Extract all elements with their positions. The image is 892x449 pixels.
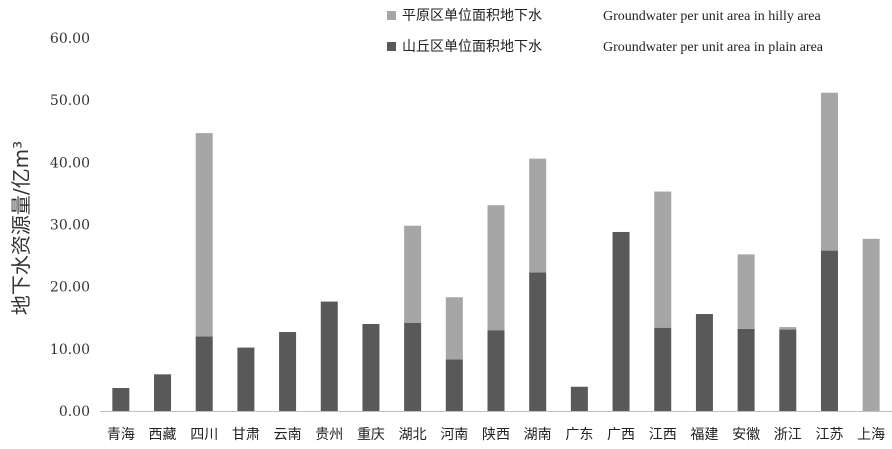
bar-plain-1 xyxy=(154,374,172,411)
bar-plain-15 xyxy=(737,328,755,411)
x-tick-label: 甘肃 xyxy=(232,427,260,443)
y-tick-label: 0.00 xyxy=(59,404,90,420)
bar-plain-17 xyxy=(820,250,838,411)
bar-plain-12 xyxy=(612,231,630,411)
legend-label-plain-en: Groundwater per unit area in plain area xyxy=(603,40,824,55)
legend-label-hilly-en: Groundwater per unit area in hilly area xyxy=(603,9,821,24)
legend-label-hilly-cn: 平原区单位面积地下水 xyxy=(402,8,542,24)
x-tick-label: 贵州 xyxy=(315,427,343,443)
x-tick-label: 安徽 xyxy=(732,427,760,443)
bar-plain-13 xyxy=(654,327,672,411)
x-tick-label: 四川 xyxy=(190,427,218,443)
x-tick-label: 广西 xyxy=(607,427,635,443)
y-tick-label: 40.00 xyxy=(50,155,90,171)
x-tick-label: 江苏 xyxy=(815,427,843,443)
y-tick-label: 50.00 xyxy=(50,93,90,109)
x-tick-label: 河南 xyxy=(440,427,468,443)
y-tick-label: 10.00 xyxy=(50,342,90,358)
bar-plain-7 xyxy=(404,322,422,411)
bar-plain-11 xyxy=(570,386,588,411)
x-tick-label: 福建 xyxy=(690,427,718,443)
bar-hilly-15 xyxy=(737,254,755,329)
legend-swatch-plain xyxy=(387,42,396,51)
bar-hilly-18 xyxy=(862,238,880,411)
bar-plain-4 xyxy=(279,332,297,411)
bar-plain-5 xyxy=(320,301,338,411)
x-tick-label: 浙江 xyxy=(774,427,802,443)
bars xyxy=(112,92,880,411)
y-axis-ticks: 0.00 10.00 20.00 30.00 40.00 50.00 60.00 xyxy=(50,31,90,420)
x-tick-label: 湖南 xyxy=(524,427,552,443)
legend-swatch-hilly xyxy=(387,11,396,20)
legend: 平原区单位面积地下水 Groundwater per unit area in … xyxy=(387,8,824,55)
bar-hilly-10 xyxy=(529,158,547,273)
bar-plain-16 xyxy=(779,329,797,411)
x-tick-label: 广东 xyxy=(565,427,593,443)
bar-plain-10 xyxy=(529,272,547,411)
bar-plain-8 xyxy=(445,359,463,411)
x-tick-label: 湖北 xyxy=(399,427,427,443)
bar-hilly-13 xyxy=(654,191,672,328)
bar-hilly-9 xyxy=(487,205,505,331)
x-axis-categories: 青海 西藏 四川 甘肃 云南 贵州 重庆 湖北 河南 陕西 湖南 广东 广西 江西 福建 安徽 浙江 江苏 上海 xyxy=(107,427,885,443)
bar-hilly-17 xyxy=(820,92,838,251)
x-tick-label: 上海 xyxy=(857,427,885,443)
bar-hilly-16 xyxy=(779,327,797,330)
bar-plain-3 xyxy=(237,347,255,411)
bar-plain-14 xyxy=(695,314,713,411)
x-tick-label: 陕西 xyxy=(482,427,510,443)
bar-hilly-8 xyxy=(445,297,463,360)
y-tick-label: 30.00 xyxy=(50,218,90,234)
x-tick-label: 青海 xyxy=(107,427,135,443)
bar-plain-9 xyxy=(487,330,505,411)
x-tick-label: 重庆 xyxy=(357,427,385,443)
bar-plain-2 xyxy=(195,336,213,411)
bar-plain-0 xyxy=(112,387,130,411)
x-tick-label: 云南 xyxy=(274,427,302,443)
x-tick-label: 西藏 xyxy=(149,427,177,443)
legend-label-plain-cn: 山丘区单位面积地下水 xyxy=(402,39,542,55)
y-tick-label: 20.00 xyxy=(50,280,90,296)
bar-plain-6 xyxy=(362,323,380,411)
bar-hilly-2 xyxy=(195,133,213,337)
x-tick-label: 江西 xyxy=(649,427,677,443)
y-axis-label: 地下水资源量/亿m³ xyxy=(9,141,33,315)
y-tick-label: 60.00 xyxy=(50,31,90,47)
bar-hilly-7 xyxy=(404,225,422,323)
